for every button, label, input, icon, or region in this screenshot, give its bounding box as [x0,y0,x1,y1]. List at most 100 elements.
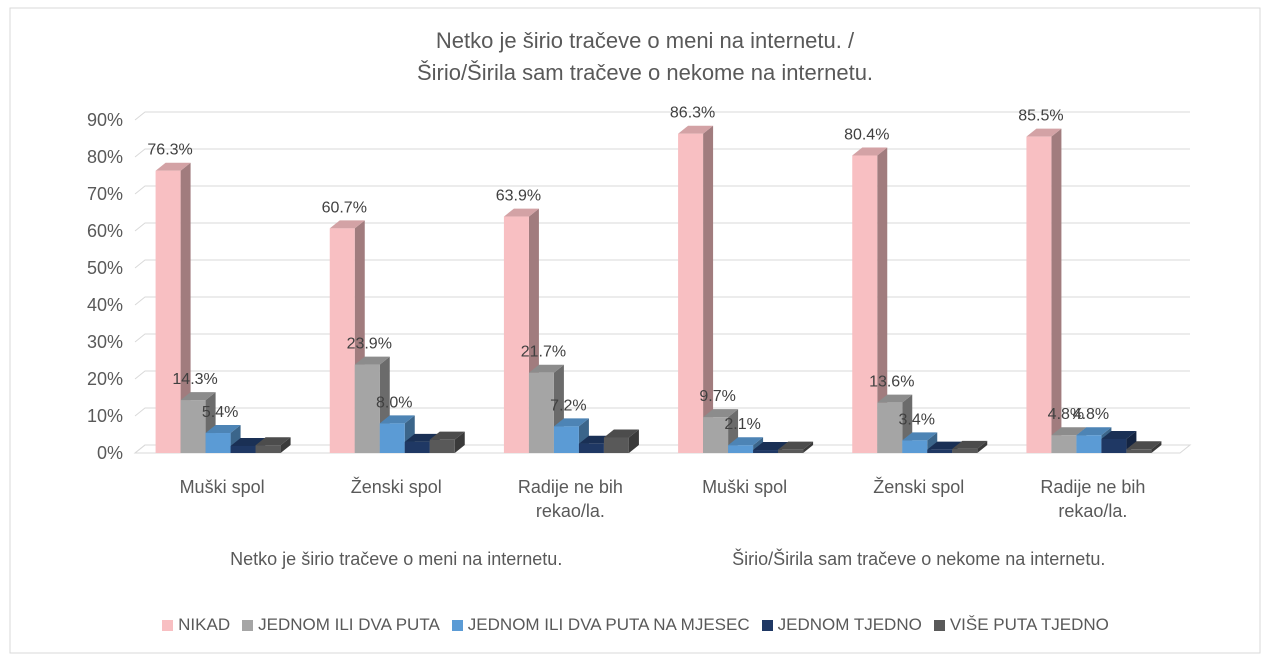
bar-top [778,441,814,450]
bar [255,445,281,453]
legend-label: JEDNOM ILI DVA PUTA [258,615,440,634]
bar-top [952,440,988,449]
bar-side [280,437,291,453]
group-label: Širio/Širila sam tračeve o nekome na int… [732,549,1106,569]
data-label: 8.0% [376,394,412,411]
bar [927,449,953,453]
y-tick-label: 90% [87,110,123,130]
x-tick-label: Ženski spol [873,477,965,497]
grid-line [134,111,1190,121]
bar-top [1051,427,1087,436]
bar [553,426,579,453]
bar-top [553,418,589,427]
y-tick-label: 10% [87,406,123,426]
bar-top [379,415,415,424]
bar [1076,435,1102,453]
bar-top [230,437,266,446]
legend-swatch [162,619,174,631]
grid-line [134,407,1190,417]
bar [678,133,704,453]
bar-top [753,442,789,451]
chart-title: Netko je širio tračeve o meni na interne… [436,28,855,53]
data-label: 3.4% [899,411,935,428]
bar [1101,438,1127,453]
legend-item: JEDNOM ILI DVA PUTA [242,615,440,635]
bar [503,216,529,453]
bar [528,372,554,453]
legend-item: JEDNOM TJEDNO [761,615,922,635]
data-label: 21.7% [521,344,566,361]
legend-swatch [933,619,945,631]
bar-side [454,431,465,453]
y-tick-label: 40% [87,295,123,315]
bar-top [429,431,465,440]
y-tick-label: 70% [87,184,123,204]
legend-swatch [242,619,254,631]
bar-top [329,220,365,229]
chart-subtitle: Širio/Širila sam tračeve o nekome na int… [417,60,873,85]
bar [180,400,206,453]
bar [404,441,430,453]
bar-top [678,125,714,134]
data-label: 4.8% [1073,406,1109,423]
bar-top [1076,427,1112,436]
y-tick-label: 60% [87,221,123,241]
grid-line [134,222,1190,232]
bar [205,433,231,453]
bar-top [703,409,739,418]
data-label: 7.2% [550,397,586,414]
bar-side [977,440,988,453]
data-label: 5.4% [202,404,238,421]
bar-side [180,162,191,453]
bar [379,423,405,453]
bar [155,170,181,453]
bar [753,450,779,453]
data-label: 80.4% [844,127,889,144]
bar-top [728,437,764,446]
grid-line [134,185,1190,195]
bar [778,449,804,453]
bar-top [852,147,888,156]
bar-side [703,125,714,453]
bar-top [1101,430,1137,439]
bar-top [255,437,291,446]
bar-top [927,441,963,450]
x-tick-label: Ženski spol [350,477,442,497]
bar-top [528,364,564,373]
data-label: 4.8% [1048,406,1084,423]
bar [952,448,978,453]
bar [877,402,903,453]
y-tick-label: 20% [87,369,123,389]
data-label: 9.7% [699,388,735,405]
data-label: 60.7% [322,199,367,216]
bar [354,364,380,453]
bar-side [1051,128,1062,453]
bar-top [205,425,241,434]
grid-line [134,259,1190,269]
y-tick-label: 30% [87,332,123,352]
bar-side [803,441,814,453]
bar-side [628,429,639,453]
data-label: 63.9% [496,188,541,205]
legend-item: JEDNOM ILI DVA PUTA NA MJESEC [451,615,750,635]
bar [603,437,629,453]
grid-line [134,333,1190,343]
data-label: 14.3% [172,371,217,388]
bar [1126,449,1152,453]
x-tick-label: Muški spol [702,477,788,497]
data-label: 86.3% [670,105,715,122]
bar-side [1151,441,1162,453]
grid-line [134,148,1190,158]
y-tick-label: 50% [87,258,123,278]
bar [703,417,729,453]
legend-item: VIŠE PUTA TJEDNO [933,615,1109,635]
bar [429,439,455,453]
grid-line [134,370,1190,380]
bar-top [902,432,938,441]
x-tick-label: Radije ne bih rekao/la. [1040,477,1146,521]
bar-top [603,429,639,438]
bar [1026,136,1052,453]
legend-label: JEDNOM ILI DVA PUTA NA MJESEC [467,615,750,634]
bar-top [1126,441,1162,450]
